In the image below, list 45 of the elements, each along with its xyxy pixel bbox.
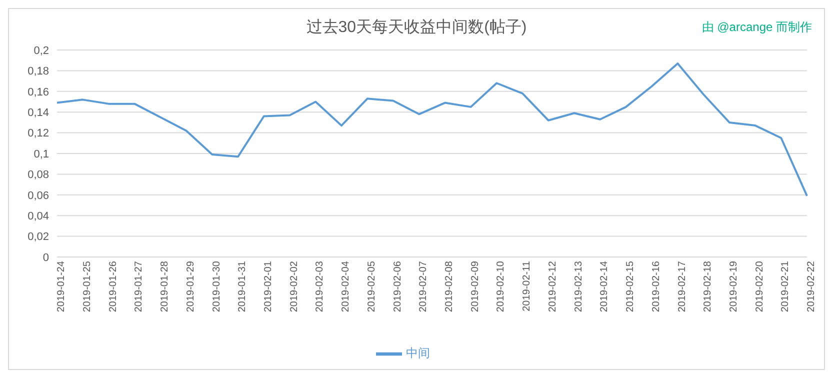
y-tick-label: 0,06 <box>28 190 49 202</box>
x-tick-label: 2019-01-26 <box>108 260 119 312</box>
y-tick-label: 0,02 <box>28 231 49 244</box>
x-tick-label: 2019-02-18 <box>702 260 714 312</box>
legend-label: 中间 <box>406 346 430 360</box>
x-tick-label: 2019-01-25 <box>82 260 93 312</box>
y-tick-label: 0,16 <box>28 86 49 98</box>
y-tick-label: 0,14 <box>28 107 49 120</box>
chart-title: 过去30天每天收益中间数(帖子) <box>306 19 527 36</box>
line-series <box>56 62 808 197</box>
x-tick-label: 2019-02-17 <box>676 260 688 312</box>
x-tick-label: 2019-02-20 <box>754 260 766 312</box>
y-tick-label: 0 <box>42 252 49 264</box>
x-tick-label: 2019-02-05 <box>366 260 378 312</box>
x-tick-label: 2019-02-19 <box>728 260 740 312</box>
y-tick-label: 0,1 <box>34 148 49 160</box>
x-tick-label: 2019-01-24 <box>56 260 68 312</box>
x-tick-label: 2019-02-03 <box>314 260 326 312</box>
y-tick-label: 0,04 <box>28 210 49 223</box>
x-tick-label: 2019-02-04 <box>340 260 352 312</box>
x-tick-label: 2019-02-06 <box>392 260 404 312</box>
x-tick-label: 2019-02-12 <box>547 260 558 312</box>
x-tick-label: 2019-01-31 <box>237 260 248 312</box>
x-tick-label: 2019-02-13 <box>573 260 584 312</box>
x-tick-label: 2019-02-16 <box>650 260 662 312</box>
x-tick-label: 2019-02-21 <box>780 260 792 312</box>
x-tick-label: 2019-01-28 <box>160 260 171 312</box>
x-tick-label: 2019-02-07 <box>418 260 430 312</box>
x-tick-label: 2019-01-27 <box>134 260 145 312</box>
x-tick-label: 2019-02-14 <box>599 260 610 312</box>
x-tick-label: 2019-01-30 <box>211 260 222 312</box>
x-tick-label: 2019-02-10 <box>496 260 507 312</box>
text: 由 @arcange 而制作 <box>702 19 812 36</box>
x-tick-label: 2019-02-09 <box>470 260 481 312</box>
y-tick-label: 0,12 <box>28 128 49 140</box>
x-tick-label: 2019-02-02 <box>288 260 300 312</box>
x-tick-label: 2019-02-15 <box>625 260 636 312</box>
x-tick-label: 2019-02-08 <box>444 260 456 312</box>
y-tick-label: 0,18 <box>28 66 49 78</box>
x-tick-label: 2019-02-01 <box>262 260 274 312</box>
y-tick-label: 0,2 <box>34 44 49 57</box>
x-tick-label: 2019-02-11 <box>522 260 533 312</box>
x-tick-label: 2019-02-22 <box>806 260 818 312</box>
y-tick-label: 0,08 <box>28 169 49 182</box>
x-tick-label: 2019-01-29 <box>185 260 196 312</box>
